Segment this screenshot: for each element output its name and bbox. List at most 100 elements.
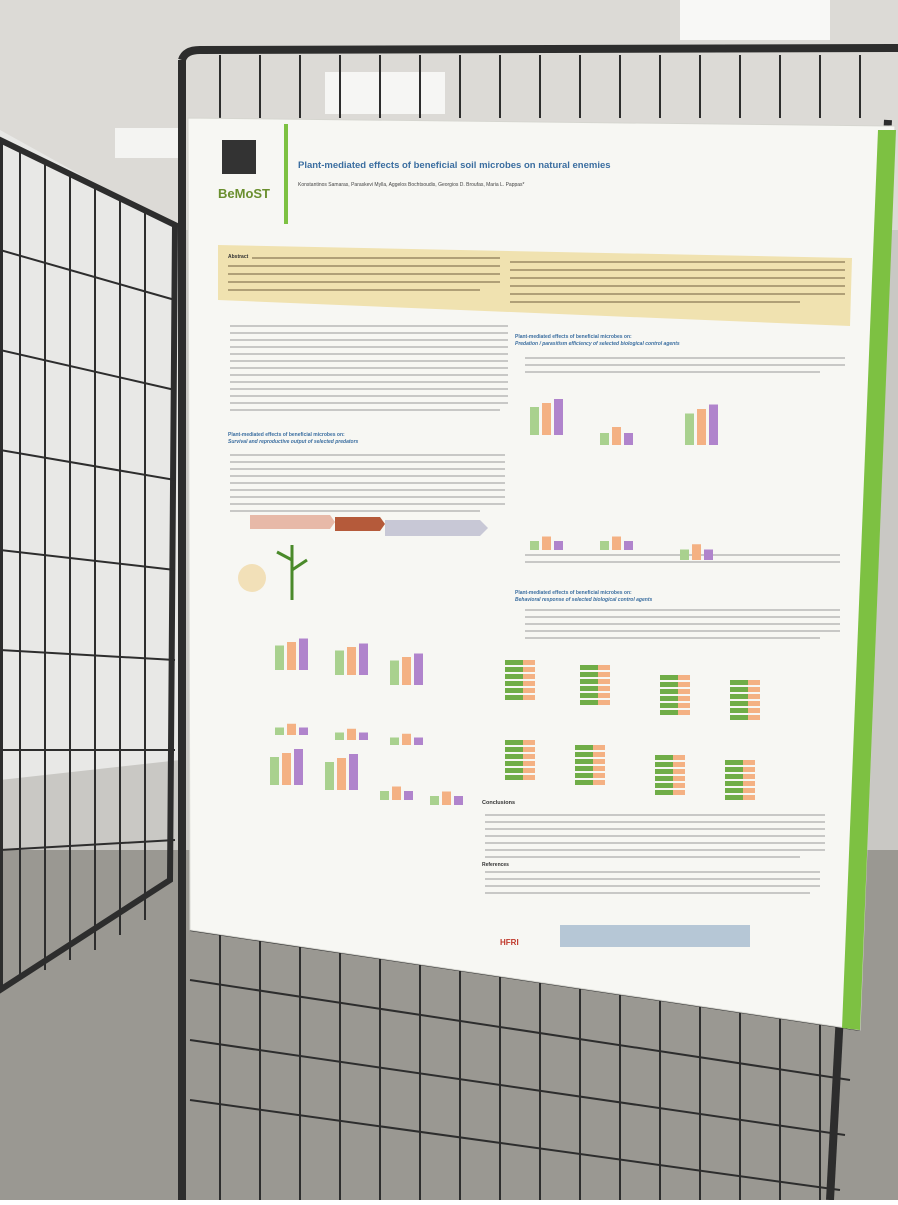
figure-bar	[678, 703, 690, 708]
figure-bar	[580, 679, 598, 684]
figure-bar	[580, 665, 598, 670]
figure-bar	[598, 672, 610, 677]
figure-bar	[505, 674, 523, 679]
figure-bar	[593, 773, 605, 778]
figure-bar	[337, 758, 346, 790]
figure-bar	[523, 660, 535, 665]
figure-bar	[748, 701, 760, 706]
section-heading: Plant-mediated effects of beneficial mic…	[228, 432, 345, 438]
figure-bar	[335, 732, 344, 740]
figure-bar	[359, 732, 368, 740]
figure-bar	[575, 766, 593, 771]
figure-bar	[505, 775, 523, 780]
figure-bar	[580, 686, 598, 691]
figure-bar	[730, 687, 748, 692]
figure-bar	[359, 643, 368, 675]
figure-bar	[593, 766, 605, 771]
figure-bar	[673, 790, 685, 795]
figure-bar	[523, 775, 535, 780]
figure-bar	[678, 675, 690, 680]
figure-bar	[542, 403, 551, 435]
figure-bar	[402, 733, 411, 745]
figure-bar	[287, 642, 296, 670]
figure-bar	[575, 759, 593, 764]
qr-code	[222, 140, 256, 174]
figure-bar	[542, 536, 551, 550]
figure-bar	[335, 650, 344, 675]
figure-bar	[390, 660, 399, 685]
figure-bar	[530, 541, 539, 550]
figure-bar	[523, 754, 535, 759]
figure-bar	[593, 780, 605, 785]
section-heading: Plant-mediated effects of beneficial mic…	[515, 334, 632, 340]
figure-bar	[442, 791, 451, 805]
figure-bar	[275, 645, 284, 670]
figure-bar	[523, 747, 535, 752]
figure-bar	[730, 694, 748, 699]
figure-bar	[530, 407, 539, 435]
figure-bar	[294, 749, 303, 785]
figure-bar	[402, 657, 411, 685]
figure-bar	[554, 399, 563, 435]
figure-bar	[505, 747, 523, 752]
figure-bar	[593, 759, 605, 764]
figure-bar	[505, 695, 523, 700]
figure-bar	[725, 795, 743, 800]
figure-bar	[748, 715, 760, 720]
figure-bar	[523, 688, 535, 693]
figure-bar	[575, 752, 593, 757]
figure-bar	[580, 693, 598, 698]
figure-bar	[725, 767, 743, 772]
figure-bar	[598, 679, 610, 684]
diagram-arrow	[250, 515, 335, 529]
section-subheading: Survival and reproductive output of sele…	[228, 439, 359, 445]
diagram-arrow	[335, 517, 385, 531]
figure-bar	[730, 715, 748, 720]
figure-bar	[523, 674, 535, 679]
figure-bar	[598, 686, 610, 691]
figure-bar	[580, 700, 598, 705]
figure-bar	[678, 682, 690, 687]
figure-bar	[505, 681, 523, 686]
figure-bar	[725, 760, 743, 765]
figure-bar	[523, 768, 535, 773]
figure-bar	[430, 796, 439, 805]
figure-bar	[748, 687, 760, 692]
figure-bar	[673, 755, 685, 760]
figure-bar	[414, 737, 423, 745]
figure-bar	[697, 409, 706, 445]
funder-logo: HFRI	[500, 938, 519, 947]
figure-bar	[523, 695, 535, 700]
figure-bar	[299, 638, 308, 670]
figure-bar	[743, 774, 755, 779]
figure-bar	[600, 433, 609, 445]
figure-bar	[349, 754, 358, 790]
diagram-arrow	[385, 520, 488, 536]
figure-bar	[598, 700, 610, 705]
figure-bar	[575, 773, 593, 778]
figure-bar	[660, 675, 678, 680]
figure-bar	[743, 760, 755, 765]
figure-bar	[598, 665, 610, 670]
conclusions-heading: Conclusions	[482, 800, 515, 806]
figure-bar	[505, 754, 523, 759]
figure-bar	[704, 549, 713, 560]
figure-bar	[655, 776, 673, 781]
section-heading: Plant-mediated effects of beneficial mic…	[515, 590, 632, 596]
abstract-text	[228, 257, 845, 303]
figure-bar	[347, 647, 356, 675]
figure-bar	[655, 790, 673, 795]
figure-bar	[523, 681, 535, 686]
poster-title: Plant-mediated effects of beneficial soi…	[298, 160, 611, 171]
figure-bar	[660, 682, 678, 687]
ceiling-light	[680, 0, 830, 40]
figure-bar	[380, 791, 389, 800]
figure-bar	[624, 541, 633, 550]
figure-bar	[593, 745, 605, 750]
figure-bar	[660, 703, 678, 708]
figure-bar	[554, 541, 563, 550]
figure-bar	[748, 680, 760, 685]
figure-bar	[725, 774, 743, 779]
figure-bar	[725, 788, 743, 793]
figure-bar	[612, 536, 621, 550]
